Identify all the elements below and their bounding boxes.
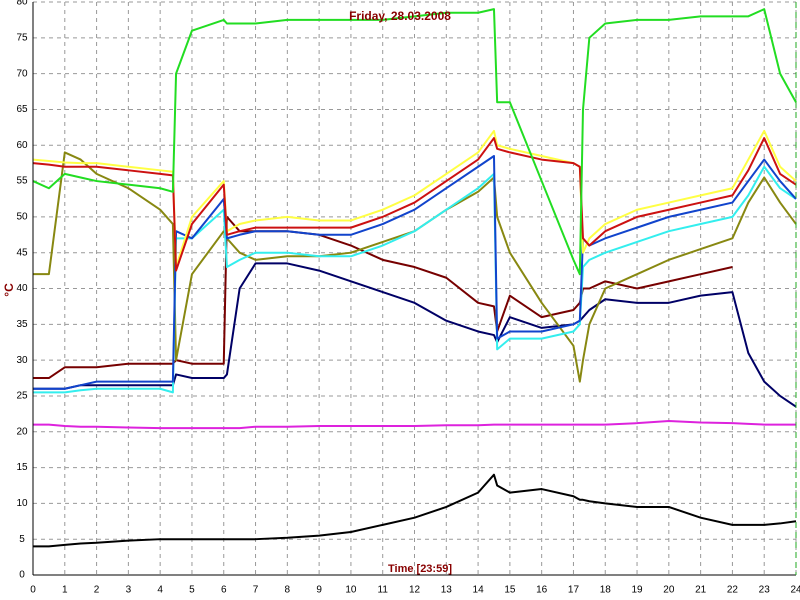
y-tick-label: 70	[16, 68, 28, 79]
y-tick-label: 55	[16, 176, 28, 187]
y-tick-label: 0	[19, 570, 25, 581]
series-line	[33, 420, 796, 430]
x-axis-label: Time [23:59]	[388, 563, 452, 575]
x-tick-label: 0	[30, 585, 36, 596]
x-tick-label: 7	[253, 585, 259, 596]
series-line	[32, 137, 797, 272]
plot-lines	[32, 8, 797, 548]
x-tick-label: 14	[473, 585, 485, 596]
x-tick-label: 22	[727, 585, 739, 596]
series-line	[33, 165, 797, 394]
chart-title: Friday, 28.03.2008	[349, 9, 451, 23]
x-tick-label: 17	[568, 585, 580, 596]
y-tick-label: 20	[16, 426, 28, 437]
x-tick-label: 15	[504, 585, 516, 596]
y-tick-label: 25	[16, 391, 28, 402]
y-tick-label: 5	[19, 534, 25, 545]
x-tick-label: 10	[345, 585, 357, 596]
y-tick-label: 35	[16, 319, 28, 330]
y-tick-label: 65	[16, 104, 28, 115]
x-tick-label: 1	[62, 585, 68, 596]
x-tick-label: 12	[409, 585, 421, 596]
series-line	[33, 473, 797, 548]
x-tick-label: 18	[600, 585, 612, 596]
y-tick-label: 40	[16, 283, 28, 294]
x-tick-label: 9	[316, 585, 322, 596]
y-tick-label: 80	[16, 0, 28, 8]
y-tick-label: 60	[16, 140, 28, 151]
x-tick-label: 21	[695, 585, 707, 596]
x-tick-label: 24	[790, 585, 800, 596]
x-tick-label: 6	[221, 585, 227, 596]
x-tick-label: 8	[285, 585, 291, 596]
y-tick-label: 50	[16, 212, 28, 223]
y-axis-label: °C	[2, 283, 16, 297]
x-tick-label: 16	[536, 585, 548, 596]
x-tick-label: 3	[126, 585, 132, 596]
x-tick-label: 11	[378, 585, 389, 596]
y-tick-label: 75	[16, 32, 28, 43]
x-tick-label: 4	[157, 585, 163, 596]
y-tick-label: 45	[16, 247, 28, 258]
x-tick-label: 5	[189, 585, 195, 596]
y-tick-label: 30	[16, 355, 28, 366]
y-tick-label: 10	[16, 498, 28, 509]
x-tick-label: 19	[631, 585, 643, 596]
series-line	[32, 8, 797, 276]
x-tick-label: 20	[663, 585, 675, 596]
x-tick-label: 23	[759, 585, 771, 596]
series-line	[32, 129, 797, 269]
series-line	[33, 215, 733, 380]
x-tick-label: 13	[441, 585, 453, 596]
series-line	[33, 154, 797, 390]
series-line	[33, 262, 797, 408]
x-tick-label: 2	[94, 585, 100, 596]
y-tick-label: 15	[16, 462, 28, 473]
